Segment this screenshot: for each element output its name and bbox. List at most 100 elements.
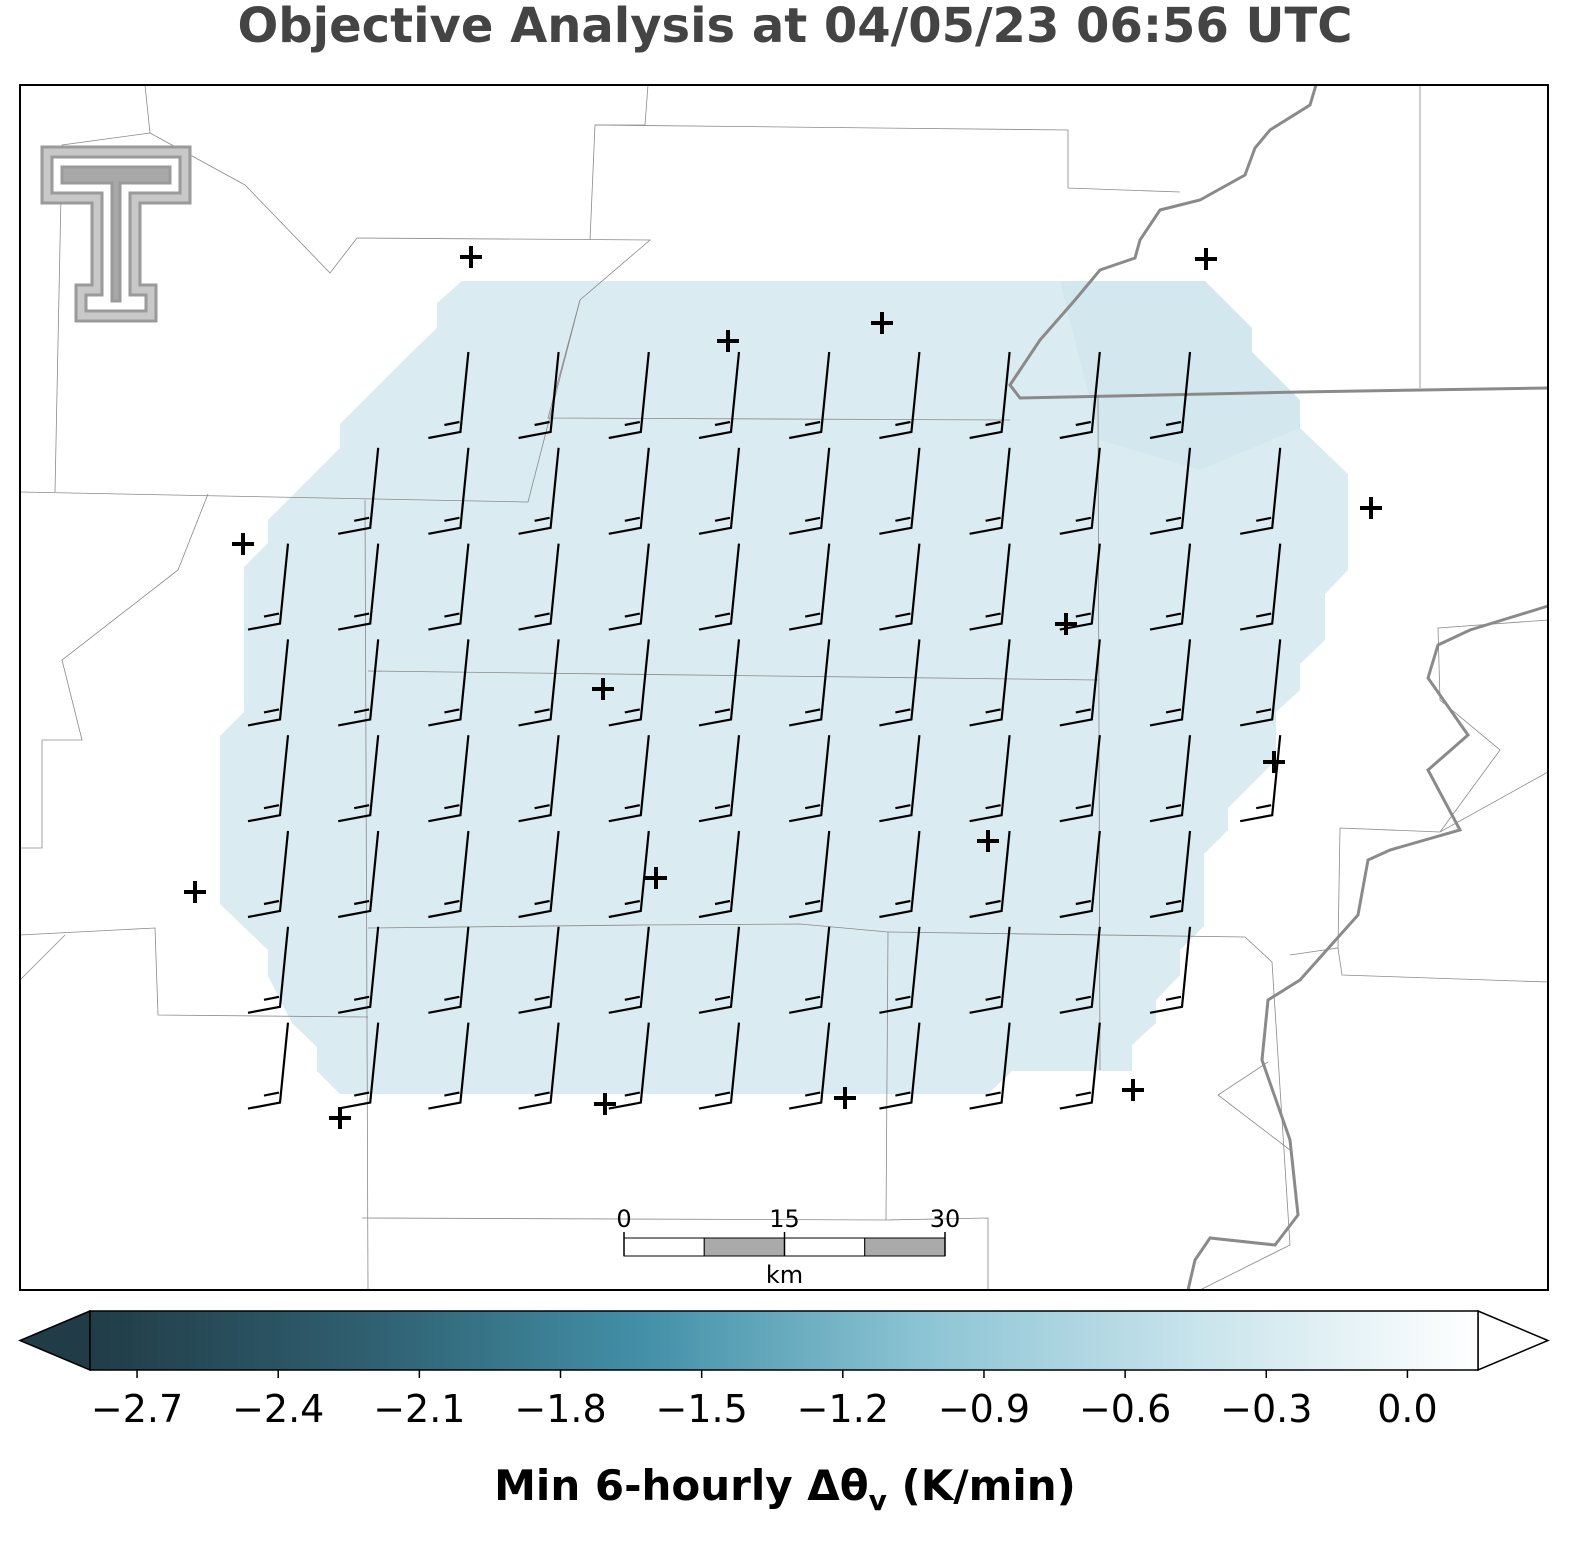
station (329, 1107, 351, 1129)
logo (40, 145, 192, 323)
wind-barb (428, 830, 470, 919)
station (1195, 248, 1217, 270)
wind-barb (1059, 543, 1101, 631)
colorbar-tick-label: −1.5 (656, 1387, 748, 1431)
wind-barb (608, 830, 650, 919)
wind-barb (337, 926, 380, 1014)
wind-barb (247, 830, 290, 919)
wind-barb (698, 447, 741, 535)
map-frame (19, 84, 1549, 1291)
colorbar-extend-high (1477, 1309, 1550, 1372)
wind-barb (1149, 447, 1192, 535)
wind-barb (788, 639, 831, 727)
wind-barb (608, 926, 650, 1014)
colorbar-tick-label: −2.1 (373, 1387, 465, 1431)
wind-barb (879, 830, 921, 919)
colorbar-tick-label: −1.2 (797, 1387, 889, 1431)
map-panel: 0 15 30 km (19, 84, 1549, 1291)
station (1360, 497, 1382, 519)
wind-barb (337, 447, 380, 535)
rivers-state-line (1008, 84, 1549, 1291)
scale-bar-label: 30 (930, 1205, 961, 1233)
wind-barb (1239, 639, 1282, 727)
wind-barb (879, 735, 921, 823)
wind-barb (337, 830, 380, 919)
wind-barb (518, 830, 560, 919)
wind-barb (879, 447, 921, 535)
colorbar-tick-label: −2.4 (232, 1387, 324, 1431)
station (977, 830, 999, 852)
wind-barb (969, 447, 1011, 535)
wind-barb (518, 351, 560, 440)
boundaries (19, 84, 1549, 1291)
wind-barb (1059, 351, 1101, 440)
wind-barb (879, 1022, 921, 1110)
wind-barb (337, 639, 380, 727)
wind-barb (969, 351, 1011, 440)
wind-barb (969, 926, 1011, 1014)
wind-barb (969, 735, 1011, 823)
wind-barb (1059, 926, 1101, 1014)
station (232, 533, 254, 555)
colorbar-tick-label: 0.0 (1377, 1387, 1437, 1431)
wind-barb (879, 926, 921, 1014)
station (834, 1087, 856, 1109)
wind-barb (337, 1022, 380, 1110)
wind-barb (608, 543, 650, 631)
wind-barb (1149, 926, 1192, 1014)
wind-barb (518, 447, 560, 535)
wind-barb (247, 1022, 290, 1110)
wind-barb (698, 639, 741, 727)
wind-barb (428, 543, 470, 631)
wind-barb (698, 351, 741, 440)
analysis-field (220, 281, 1348, 1094)
wind-barb (788, 1022, 831, 1110)
wind-barb (608, 447, 650, 535)
scale-bar-segment (623, 1237, 705, 1257)
wind-barb (698, 735, 741, 823)
stations (184, 246, 1382, 1129)
wind-barb (518, 1022, 560, 1110)
wind-barb (1059, 447, 1101, 535)
wind-barb (698, 926, 741, 1014)
station (871, 312, 893, 334)
wind-barb (247, 543, 290, 631)
station (460, 246, 482, 268)
wind-barb (788, 447, 831, 535)
wind-barb (247, 639, 290, 727)
wind-barb (608, 735, 650, 823)
wind-barb (788, 543, 831, 631)
wind-barb (879, 543, 921, 631)
wind-barbs (247, 351, 1282, 1110)
station (645, 867, 667, 889)
wind-barb (879, 639, 921, 727)
wind-barb (698, 543, 741, 631)
wind-barb (608, 351, 650, 440)
wind-barb (1149, 351, 1192, 440)
wind-barb (969, 543, 1011, 631)
colorbar-tick-label: −0.3 (1220, 1387, 1312, 1431)
colorbar: −2.7 −2.4 −2.1 −1.8 −1.5 −1.2 −0.9 −0.6 −0.3 0.0 (18, 1309, 1550, 1431)
colorbar-extend-low (18, 1309, 91, 1372)
wind-barb (428, 639, 470, 727)
station (717, 330, 739, 352)
analysis-field-core (1060, 281, 1300, 470)
wind-barb (337, 543, 380, 631)
colorbar-label-unit: (K/min) (887, 1461, 1076, 1510)
station (1055, 613, 1077, 635)
wind-barb (879, 351, 921, 440)
wind-barb (969, 830, 1011, 919)
colorbar-label: Min 6-hourly Δθv (K/min) (494, 1461, 1076, 1517)
station (1122, 1079, 1144, 1101)
wind-barb (608, 639, 650, 727)
wind-barb (247, 926, 290, 1014)
colorbar-tick-label: −0.9 (938, 1387, 1030, 1431)
wind-barb (698, 830, 741, 919)
station (592, 678, 614, 700)
wind-barb (1059, 639, 1101, 727)
station (184, 881, 206, 903)
wind-barb (428, 735, 470, 823)
colorbar-tick-label: −1.8 (514, 1387, 606, 1431)
wind-barb (969, 639, 1011, 727)
